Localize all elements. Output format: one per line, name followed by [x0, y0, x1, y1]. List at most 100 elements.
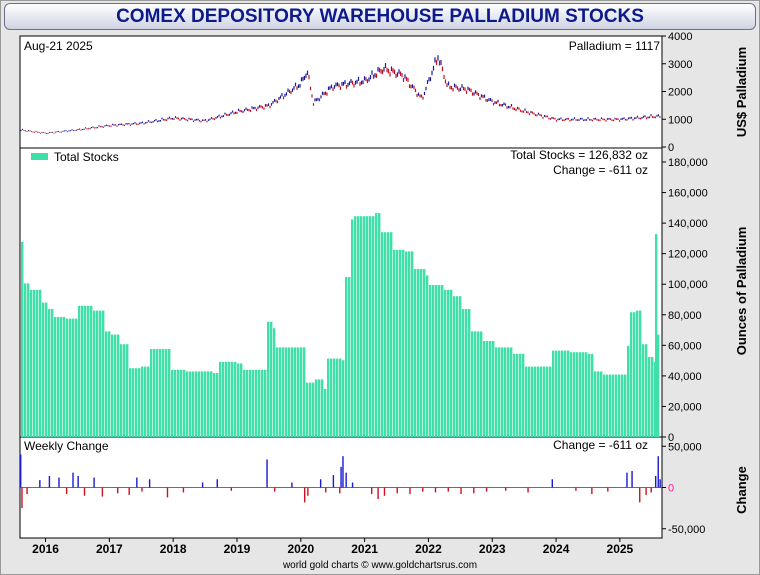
- stocks-bar: [477, 331, 480, 437]
- weekly-change-label: Weekly Change: [24, 439, 109, 453]
- stocks-bar: [150, 349, 153, 437]
- stocks-bar: [573, 352, 576, 437]
- change-bar: [434, 487, 437, 493]
- stocks-change-label: Change = -611 oz: [553, 163, 648, 177]
- stocks-bar: [444, 289, 447, 437]
- stocks-bar: [528, 366, 531, 437]
- change-bar: [396, 487, 398, 494]
- stocks-bar: [159, 349, 162, 437]
- stocks-bar: [561, 350, 564, 437]
- stocks-bar: [237, 363, 240, 437]
- stocks-bar: [186, 371, 189, 437]
- stocks-bar: [408, 251, 411, 437]
- stocks-bar: [519, 353, 522, 437]
- change-bar: [93, 477, 95, 488]
- stocks-bar: [207, 371, 210, 437]
- stocks-bar: [546, 366, 549, 437]
- stocks-bar: [105, 331, 108, 437]
- stocks-bar: [345, 277, 348, 437]
- stocks-bar: [567, 350, 570, 437]
- stocks-bar: [276, 347, 279, 437]
- stocks-bar: [153, 349, 156, 437]
- stocks-bar: [603, 374, 606, 437]
- stocks-bar: [456, 296, 459, 437]
- stocks-bar: [402, 249, 405, 437]
- change-bar: [216, 479, 218, 488]
- price-series: [20, 55, 661, 134]
- price-ylabel: US$ Palladium: [734, 47, 749, 137]
- change-bar: [101, 487, 104, 497]
- stocks-bar: [483, 341, 486, 437]
- stocks-bar: [522, 353, 525, 437]
- stocks-bar: [102, 310, 105, 437]
- stocks-bar: [495, 347, 498, 437]
- stocks-bar: [84, 305, 87, 437]
- change-bar: [654, 475, 657, 488]
- stocks-bar: [339, 358, 342, 437]
- stocks-bar: [249, 369, 252, 437]
- stocks-bar: [144, 366, 147, 437]
- stocks-bar: [318, 379, 321, 437]
- change-bar: [273, 487, 276, 492]
- change-bar: [527, 487, 529, 493]
- stocks-bar: [213, 373, 216, 437]
- price-y-tick-label: 0: [668, 142, 674, 154]
- stocks-bar: [63, 317, 66, 437]
- stocks-bar: [540, 366, 543, 437]
- stocks-bar: [417, 269, 420, 437]
- change-bar: [351, 482, 354, 488]
- stocks-bar: [591, 353, 594, 437]
- stocks-y-tick-label: 140,000: [668, 218, 708, 230]
- stocks-bar: [222, 361, 225, 437]
- stocks-bar: [81, 305, 84, 437]
- stocks-bar: [48, 309, 51, 437]
- stocks-bar: [624, 374, 627, 437]
- stocks-bar: [321, 379, 324, 437]
- change-bar: [659, 479, 661, 488]
- change-bar: [473, 487, 475, 494]
- stocks-bar: [510, 347, 513, 437]
- stocks-bar: [372, 216, 375, 437]
- stocks-bar: [240, 363, 243, 437]
- stocks-bar: [420, 269, 423, 437]
- change-bar: [148, 479, 151, 488]
- stocks-bar: [393, 249, 396, 437]
- change-bar: [339, 487, 341, 494]
- stocks-bar: [108, 331, 111, 437]
- change-bar: [319, 479, 322, 488]
- stocks-bar: [195, 371, 198, 437]
- x-tick-label: 2023: [479, 542, 506, 556]
- change-y-tick-label: 0: [668, 483, 674, 495]
- stocks-bar: [351, 219, 354, 437]
- stocks-bar: [270, 321, 273, 437]
- change-bar: [645, 487, 647, 495]
- stocks-bar: [93, 310, 96, 437]
- stocks-y-tick-label: 80,000: [668, 310, 702, 322]
- price-date-label: Aug-21 2025: [24, 39, 93, 53]
- stocks-bar: [165, 349, 168, 437]
- change-bar: [505, 487, 507, 491]
- stocks-bar: [330, 358, 333, 437]
- stocks-bar: [282, 347, 285, 437]
- change-bar: [26, 487, 28, 495]
- stocks-bar: [138, 368, 141, 437]
- stocks-bar: [441, 285, 444, 437]
- stocks-bar: [123, 344, 126, 437]
- stocks-bar: [447, 289, 450, 437]
- change-y-tick-label: -50,000: [668, 524, 705, 536]
- change-ylabel: Change: [734, 466, 749, 514]
- legend-swatch: [31, 153, 48, 160]
- stocks-bar: [564, 350, 567, 437]
- stocks-bar: [54, 317, 57, 437]
- stocks-bar: [645, 344, 648, 437]
- stocks-bar: [114, 334, 117, 437]
- stocks-bar: [252, 369, 255, 437]
- stocks-bar: [366, 216, 369, 437]
- stocks-bar: [180, 369, 183, 437]
- stocks-bar: [552, 350, 555, 437]
- stocks-bar: [480, 331, 483, 437]
- stocks-bar: [534, 366, 537, 437]
- stocks-y-tick-label: 120,000: [668, 249, 708, 261]
- stocks-bar: [51, 309, 54, 437]
